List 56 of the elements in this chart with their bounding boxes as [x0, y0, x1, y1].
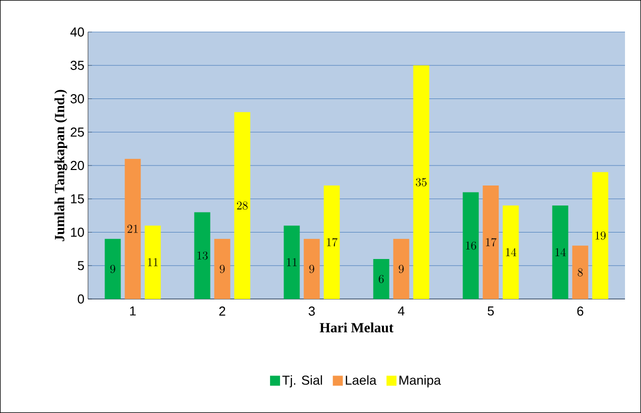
x-tick-label: 5	[488, 306, 494, 316]
data-label: 9	[110, 264, 116, 274]
bar	[572, 246, 588, 299]
y-tick-label: 20	[70, 160, 84, 170]
legend-label: Laela	[346, 375, 376, 385]
bar	[324, 186, 340, 299]
data-label: 17	[486, 238, 496, 246]
y-tick-label: 10	[71, 228, 84, 237]
bar	[124, 158, 141, 299]
y-tick-label: 35	[70, 60, 84, 70]
x-tick-label: 1	[130, 306, 136, 316]
legend-label: Manipa	[400, 375, 441, 388]
data-label: 14	[506, 248, 516, 256]
x-axis-title: Hari Melaut	[320, 322, 394, 332]
data-label: 28	[236, 201, 248, 210]
data-label: 14	[555, 248, 566, 256]
data-label: 21	[127, 224, 138, 233]
data-label: 6	[378, 274, 384, 284]
x-tick-label: 4	[398, 306, 404, 316]
data-label: 35	[416, 178, 427, 186]
bar	[552, 206, 568, 299]
bar	[373, 258, 390, 299]
bar	[304, 238, 320, 299]
data-label: 11	[286, 258, 297, 266]
data-label: 9	[398, 264, 404, 274]
data-label: 8	[578, 268, 583, 276]
data-label: 16	[466, 242, 476, 250]
x-tick-label: 6	[577, 306, 584, 316]
y-tick-label: 15	[71, 194, 84, 204]
bar	[393, 238, 410, 299]
x-tick-label: 2	[219, 306, 226, 316]
y-tick-label: 30	[70, 94, 84, 104]
y-tick-label: 5	[78, 261, 84, 270]
x-tick-label: 3	[308, 306, 315, 316]
data-label: 9	[220, 264, 225, 274]
y-tick-label: 25	[70, 128, 84, 137]
data-label: 11	[148, 258, 158, 266]
legend-label: Tj. Sial	[282, 375, 322, 388]
data-label: 9	[309, 264, 314, 274]
data-label: 19	[595, 231, 606, 240]
bar	[214, 238, 230, 299]
bar	[194, 212, 210, 299]
y-tick-label: 0	[78, 294, 84, 304]
bar	[592, 172, 608, 299]
bar	[234, 112, 250, 299]
data-label: 17	[326, 238, 338, 246]
data-label: 13	[197, 252, 208, 260]
bar	[482, 186, 499, 299]
bar	[502, 206, 519, 299]
bar	[462, 192, 479, 299]
bar	[144, 226, 161, 299]
bar	[413, 65, 430, 299]
y-tick-label: 40	[70, 27, 84, 37]
bar	[284, 226, 300, 299]
bar	[104, 238, 121, 299]
y-axis-title: Jumlah Tangkapan (Ind.)	[54, 90, 68, 242]
